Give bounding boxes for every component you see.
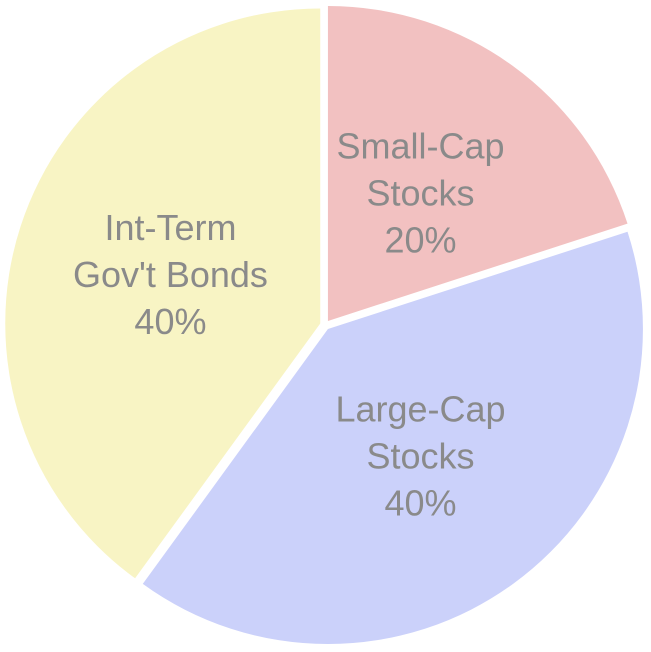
pie-slice-1 <box>142 231 643 645</box>
pie-slice-name-line: Gov't Bonds <box>73 254 268 295</box>
pie-slice-value-label: 20% <box>384 220 456 261</box>
pie-slice-name-line: Int-Term <box>104 207 236 248</box>
pie-slice-value-label: 40% <box>384 482 456 523</box>
pie-slice-2 <box>5 8 321 579</box>
pie-slices <box>5 5 643 645</box>
pie-slice-label-2: Int-Term Gov't Bonds 40% <box>73 207 268 342</box>
pie-slice-0 <box>327 5 628 321</box>
pie-slice-name-line: Large-Cap <box>335 388 505 429</box>
pie-slice-name-line: Stocks <box>366 173 474 214</box>
pie-slice-name-line: Small-Cap <box>336 126 504 167</box>
pie-labels: Small-Cap Stocks 20%Large-Cap Stocks 40%Int-… <box>73 126 506 524</box>
pie-slice-label-1: Large-Cap Stocks 40% <box>335 388 505 523</box>
pie-slice-name-line: Stocks <box>366 435 474 476</box>
pie-slice-value-label: 40% <box>134 301 206 342</box>
pie-slice-label-0: Small-Cap Stocks 20% <box>336 126 504 261</box>
